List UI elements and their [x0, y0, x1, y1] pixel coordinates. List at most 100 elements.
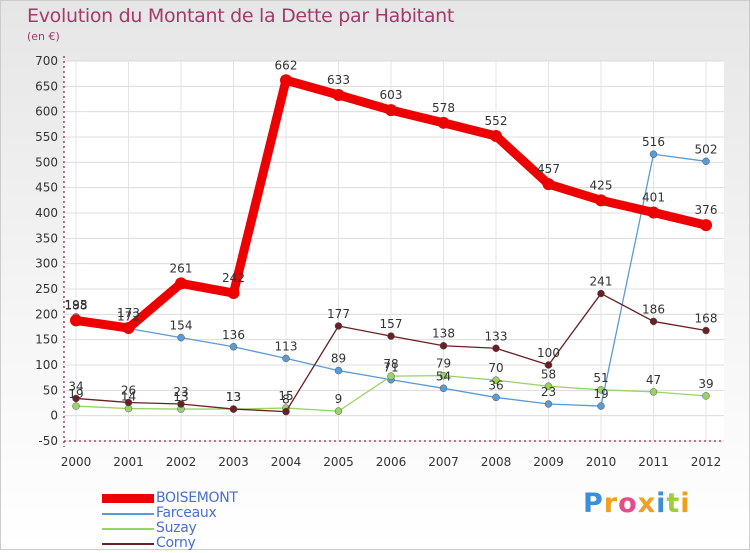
- data-point: [334, 366, 343, 375]
- data-label: 19: [68, 387, 83, 401]
- data-point: [387, 372, 395, 380]
- y-tick-label: 450: [35, 181, 58, 195]
- data-point: [439, 371, 448, 380]
- data-point: [229, 343, 238, 351]
- data-point: [597, 386, 605, 394]
- data-point: [492, 344, 500, 353]
- data-label: 79: [436, 357, 451, 371]
- y-tick-label: 150: [35, 333, 58, 347]
- y-tick-label: 500: [35, 155, 58, 169]
- data-label: 70: [488, 361, 503, 375]
- data-point: [544, 400, 553, 408]
- data-point: [492, 393, 500, 402]
- x-tick-label: 2008: [481, 455, 512, 469]
- data-point: [702, 326, 710, 335]
- data-point: [649, 317, 658, 326]
- data-label: 401: [642, 190, 665, 204]
- y-tick-label: 350: [35, 231, 58, 245]
- x-tick-label: 2000: [61, 455, 92, 469]
- data-label: 457: [537, 162, 560, 176]
- data-label: 71: [383, 361, 398, 375]
- data-label: 136: [222, 328, 245, 342]
- data-label: 13: [226, 390, 241, 404]
- data-point: [70, 314, 82, 327]
- data-point: [490, 129, 502, 142]
- data-point: [72, 394, 80, 403]
- data-point: [595, 194, 607, 207]
- data-point: [229, 405, 238, 413]
- data-label: 662: [275, 58, 298, 72]
- data-point: [282, 407, 290, 416]
- logo-letter: x: [637, 488, 657, 519]
- data-point: [72, 402, 80, 410]
- data-label: 54: [436, 369, 451, 383]
- data-label: 23: [173, 385, 188, 399]
- y-tick-label: 0: [50, 409, 58, 423]
- data-label: 168: [695, 312, 718, 326]
- data-label: 26: [121, 383, 136, 397]
- x-tick-label: 2009: [533, 455, 564, 469]
- data-point: [387, 332, 395, 340]
- data-label: 157: [380, 317, 403, 331]
- x-tick-label: 2006: [376, 455, 407, 469]
- x-tick-label: 2012: [691, 455, 722, 469]
- chart-title: Evolution du Montant de la Dette par Hab…: [27, 5, 455, 27]
- legend-label: Suzay: [156, 520, 197, 536]
- data-label: 195: [65, 298, 88, 312]
- legend-swatch: [102, 543, 154, 545]
- y-tick-label: 200: [35, 307, 58, 321]
- data-point: [124, 398, 133, 407]
- legend-label: BOISEMONT: [156, 490, 238, 506]
- logo-letter: i: [656, 488, 667, 519]
- data-point: [227, 287, 240, 300]
- y-tick-label: 300: [35, 257, 58, 271]
- x-tick-label: 2007: [428, 455, 459, 469]
- legend-swatch: [102, 528, 154, 530]
- data-label: 241: [590, 275, 613, 289]
- legend-swatch: [102, 494, 154, 503]
- data-label: 39: [698, 377, 713, 391]
- data-label: 78: [383, 357, 398, 371]
- chart-unit-label: (en €): [27, 30, 60, 43]
- y-tick-label: -50: [38, 434, 58, 448]
- data-label: 89: [331, 352, 346, 366]
- x-tick-label: 2005: [323, 455, 354, 469]
- x-tick-label: 2001: [113, 455, 144, 469]
- data-label: 23: [541, 385, 556, 399]
- data-label: 19: [593, 387, 608, 401]
- data-label: 58: [541, 367, 556, 381]
- data-label: 242: [222, 271, 245, 285]
- legend-label: Corny: [156, 535, 196, 551]
- data-label: 51: [593, 371, 608, 385]
- data-point: [702, 392, 710, 400]
- data-label: 188: [65, 298, 88, 312]
- x-tick-label: 2010: [586, 455, 617, 469]
- y-tick-label: 400: [35, 206, 58, 220]
- logo-letter: t: [666, 488, 681, 519]
- logo-letter: P: [583, 488, 604, 519]
- x-tick-label: 2011: [638, 455, 669, 469]
- x-tick-label: 2002: [166, 455, 197, 469]
- x-tick-label: 2003: [218, 455, 249, 469]
- data-label: 138: [432, 327, 455, 341]
- x-tick-label: 2004: [271, 455, 302, 469]
- data-point: [334, 407, 343, 415]
- data-label: 603: [380, 88, 403, 102]
- logo-letter: r: [603, 488, 619, 519]
- data-point: [492, 376, 500, 384]
- data-label: 425: [590, 178, 613, 192]
- data-label: 261: [170, 261, 193, 275]
- data-label: 173: [117, 306, 140, 320]
- y-tick-label: 100: [35, 358, 58, 372]
- data-label: 578: [432, 101, 455, 115]
- data-point: [649, 150, 658, 158]
- data-point: [282, 354, 290, 363]
- y-tick-label: 650: [35, 79, 58, 93]
- data-point: [597, 289, 605, 298]
- data-label: 633: [327, 73, 350, 87]
- data-label: 113: [275, 339, 298, 353]
- data-point: [122, 322, 135, 335]
- data-point: [177, 333, 185, 342]
- data-point: [177, 400, 185, 408]
